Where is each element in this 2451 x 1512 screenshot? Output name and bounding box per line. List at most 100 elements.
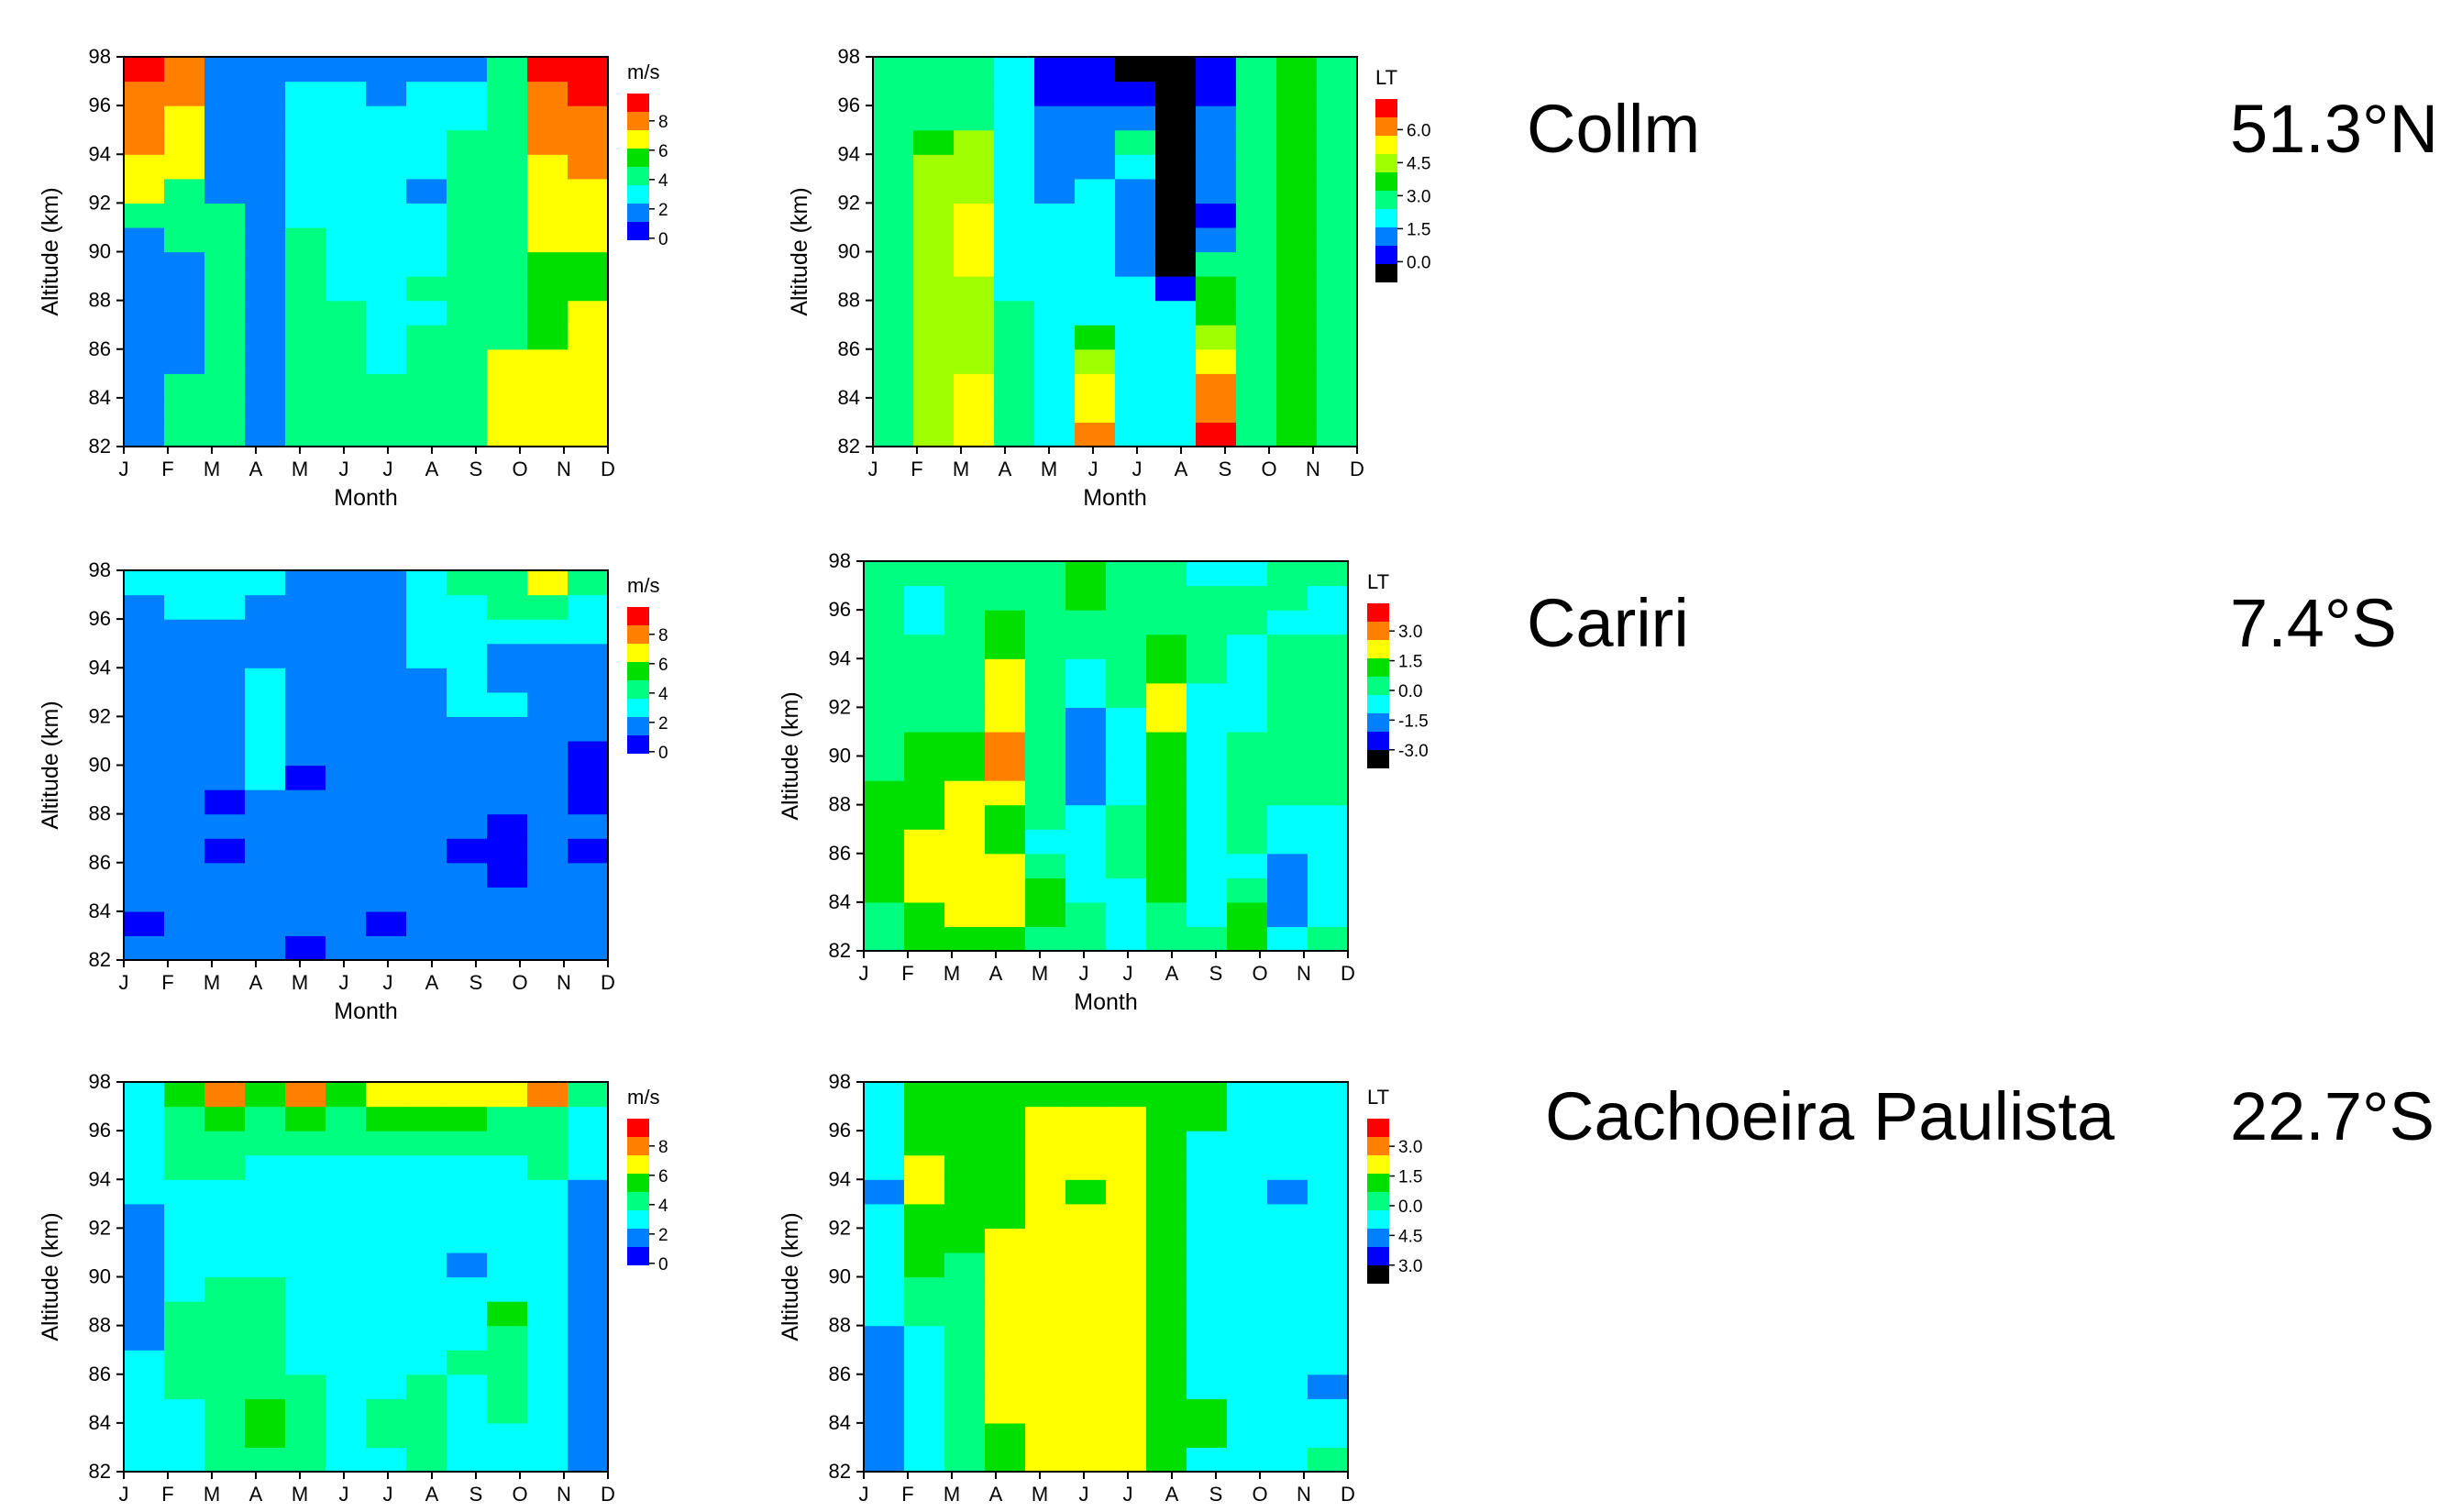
y-tick-label: 82 [829, 1460, 851, 1483]
heatmap-cell [164, 740, 205, 767]
heatmap-cell [1227, 1203, 1268, 1229]
heatmap-cell [873, 105, 914, 131]
heatmap-cell [406, 813, 447, 839]
heatmap-cell [1227, 1106, 1268, 1131]
heatmap-cell [1075, 276, 1116, 302]
heatmap-cell [985, 1179, 1026, 1205]
colorbar-swatch [627, 699, 649, 717]
heatmap-cell [204, 838, 246, 864]
colorbar-swatch [627, 735, 649, 754]
heatmap-cell [1276, 300, 1318, 326]
heatmap-cell [245, 325, 286, 350]
heatmap-cell [994, 178, 1035, 204]
heatmap-cell [568, 1252, 609, 1278]
heatmap-cell [944, 1106, 986, 1131]
colorbar-label: 3.0 [1407, 187, 1430, 206]
colorbar-swatch [627, 717, 649, 735]
heatmap-cell [406, 1082, 447, 1108]
heatmap-cell [366, 619, 407, 645]
heatmap-cell [1227, 658, 1268, 684]
heatmap-cell [1155, 178, 1197, 204]
heatmap-cell [1196, 325, 1237, 350]
x-tick-label: D [601, 458, 615, 480]
heatmap-cell [568, 81, 609, 106]
heatmap-cell [994, 81, 1035, 106]
heatmap-cell [406, 300, 447, 326]
heatmap-cell [326, 887, 367, 912]
heatmap-cell [1115, 300, 1156, 326]
heatmap-cell [406, 594, 447, 620]
colorbar-swatch [627, 1247, 649, 1265]
heatmap-cell [944, 1325, 986, 1351]
heatmap-cell [1106, 756, 1147, 781]
heatmap-cell [1267, 1276, 1308, 1302]
x-tick-label: O [1252, 1483, 1267, 1506]
heatmap-cell [864, 1422, 905, 1449]
heatmap-cell [245, 129, 286, 155]
heatmap-cell [406, 325, 447, 350]
heatmap-cell [326, 57, 367, 83]
heatmap-cell [447, 57, 488, 83]
heatmap-cell [285, 887, 326, 912]
heatmap-cell [1276, 203, 1318, 228]
heatmap-cell [527, 594, 569, 620]
heatmap-cell [864, 1154, 905, 1180]
heatmap-cell [487, 1398, 528, 1424]
heatmap-cell [1146, 901, 1187, 928]
heatmap-cell [1317, 203, 1358, 228]
heatmap-cell [1146, 1422, 1187, 1449]
heatmap-cell [1276, 154, 1318, 180]
heatmap-cell [487, 1179, 528, 1205]
heatmap-cell [1115, 203, 1156, 228]
x-tick-label: S [469, 971, 483, 994]
heatmap-cell [1025, 1082, 1066, 1108]
y-tick-label: 82 [838, 435, 860, 458]
heatmap-cell [1267, 1106, 1308, 1131]
heatmap-cell [1227, 1374, 1268, 1399]
heatmap-cell [204, 813, 246, 839]
x-tick-label: O [1252, 962, 1267, 985]
heatmap-cell [1308, 610, 1349, 635]
heatmap-cell [527, 1447, 569, 1473]
heatmap-cell [326, 348, 367, 374]
heatmap-cell [245, 887, 286, 912]
heatmap-cell [985, 804, 1026, 830]
colorbar-label: 3.0 [1398, 623, 1422, 642]
heatmap-cell [985, 1154, 1026, 1180]
heatmap-cell [164, 81, 205, 106]
heatmap-cell [164, 1106, 205, 1131]
heatmap-cell [1196, 226, 1237, 253]
heatmap-cell [864, 658, 905, 684]
colorbar-swatch [1367, 677, 1389, 695]
heatmap-cell [124, 643, 165, 668]
heatmap-cell [1227, 1350, 1268, 1375]
heatmap-cell [406, 105, 447, 131]
heatmap-cell [406, 1106, 447, 1131]
heatmap-cell [124, 935, 165, 961]
heatmap-cell [1075, 81, 1116, 106]
heatmap-cell [447, 740, 488, 767]
heatmap-cell [487, 691, 528, 717]
heatmap-cell [1025, 1154, 1066, 1180]
heatmap-cell [326, 1154, 367, 1180]
heatmap-cell [164, 348, 205, 374]
heatmap-cell [1187, 1203, 1228, 1229]
heatmap-cell [366, 1131, 407, 1156]
heatmap-cell [124, 862, 165, 888]
y-tick-label: 94 [829, 646, 851, 669]
heatmap-cells [864, 561, 1349, 952]
heatmap-cell [366, 1203, 407, 1229]
heatmap-cell [366, 105, 407, 131]
x-tick-label: M [204, 458, 220, 480]
heatmap-cell [326, 1325, 367, 1351]
x-tick-label: J [339, 458, 349, 480]
heatmap-cell [527, 276, 569, 302]
heatmap-cell [527, 1301, 569, 1327]
station-name: Cariri [1527, 585, 1689, 661]
y-tick-label: 98 [89, 45, 111, 68]
heatmap-cell [1115, 251, 1156, 277]
heatmap-cell [124, 203, 165, 228]
heatmap-cell [527, 1398, 569, 1424]
x-tick-label: M [944, 1483, 960, 1506]
heatmap-cell [366, 1252, 407, 1278]
